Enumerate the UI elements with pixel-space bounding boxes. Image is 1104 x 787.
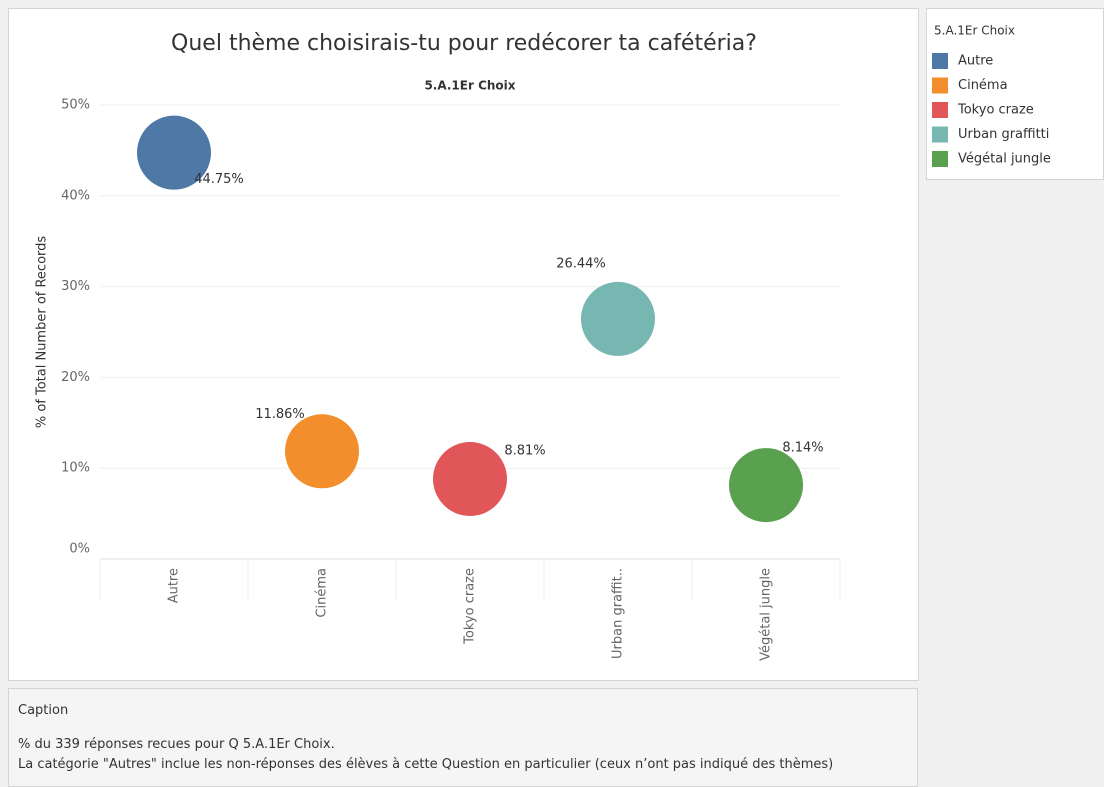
data-label: 11.86% [255, 407, 305, 422]
data-label: 44.75% [194, 172, 244, 187]
legend-label: Cinéma [958, 78, 1008, 93]
y-tick-label: 10% [61, 461, 90, 476]
legend-swatch [932, 53, 948, 69]
y-tick-label: 0% [69, 542, 90, 557]
chart-subtitle: 5.A.1Er Choix [424, 79, 515, 93]
caption: Caption % du 339 réponses recues pour Q … [8, 688, 918, 787]
caption-title: Caption [18, 703, 69, 718]
data-label: 26.44% [556, 256, 606, 271]
legend-label: Végétal jungle [958, 152, 1051, 167]
legend-swatch [932, 102, 948, 118]
legend-title: 5.A.1Er Choix [934, 24, 1015, 38]
x-tick-label: Tokyo craze [463, 568, 478, 645]
legend-swatch [932, 126, 948, 143]
x-tick-label: Cinéma [315, 568, 330, 618]
y-axis-label: % of Total Number of Records [35, 236, 50, 429]
y-tick-label: 20% [61, 370, 90, 385]
caption-line: La catégorie "Autres" inclue les non-rép… [18, 757, 834, 772]
y-tick-label: 30% [61, 279, 90, 294]
legend-label: Autre [958, 54, 993, 69]
legend-panel [926, 8, 1104, 180]
x-tick-label: Végétal jungle [759, 568, 774, 661]
bubble [581, 281, 655, 356]
bubble [285, 414, 359, 489]
legend-label: Urban graffitti [958, 127, 1049, 142]
chart-title: Quel thème choisirais-tu pour redécorer … [171, 31, 757, 56]
x-tick-label: Autre [167, 568, 182, 603]
y-tick-label: 40% [61, 188, 90, 203]
y-tick-label: 50% [61, 98, 90, 113]
caption-line: % du 339 réponses recues pour Q 5.A.1Er … [18, 737, 335, 752]
x-tick-label: Urban graffit.. [611, 568, 626, 659]
data-label: 8.81% [504, 444, 545, 459]
legend-swatch [932, 151, 948, 167]
data-label: 8.14% [782, 441, 823, 456]
legend-swatch [932, 77, 948, 94]
legend-label: Tokyo craze [957, 103, 1034, 118]
bubble [729, 448, 803, 523]
bubble [433, 442, 507, 517]
bubble [137, 115, 211, 190]
